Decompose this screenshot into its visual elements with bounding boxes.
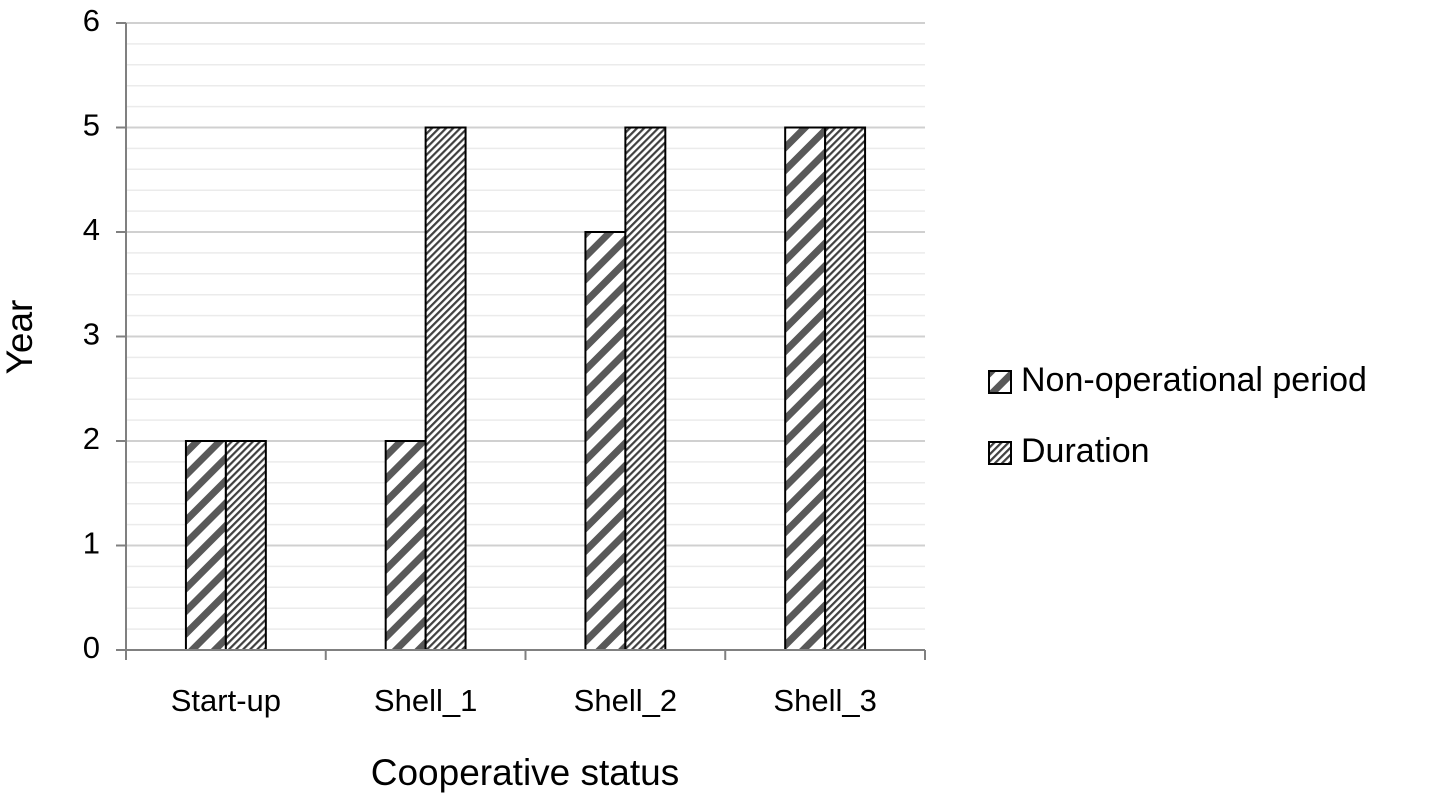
y-tick-label: 2 — [83, 421, 100, 456]
x-tick-label: Shell_1 — [374, 683, 477, 718]
legend: Non-operational period Duration — [988, 361, 1367, 470]
legend-swatch — [988, 441, 1012, 465]
x-tick-label: Shell_2 — [574, 683, 677, 718]
x-tick-label: Start-up — [171, 683, 281, 718]
bar — [584, 231, 627, 651]
bar — [224, 440, 267, 651]
legend-label: Non-operational period — [1021, 361, 1367, 399]
y-axis-title: Year — [0, 300, 40, 375]
bar — [384, 440, 427, 651]
y-tick-label: 1 — [83, 526, 100, 561]
legend-swatch — [988, 370, 1012, 394]
y-tick-label: 3 — [83, 317, 100, 352]
bar — [784, 126, 827, 651]
y-tick-label: 6 — [83, 3, 100, 38]
legend-label: Duration — [1021, 432, 1150, 470]
x-tick-label: Shell_3 — [773, 683, 876, 718]
bar — [624, 126, 667, 651]
y-tick-label: 5 — [83, 108, 100, 143]
bar — [184, 440, 227, 651]
y-tick-label: 4 — [83, 212, 100, 247]
y-tick-label: 0 — [83, 630, 100, 665]
x-axis-title: Cooperative status — [371, 752, 680, 793]
bar — [824, 126, 867, 651]
bar — [424, 126, 467, 651]
